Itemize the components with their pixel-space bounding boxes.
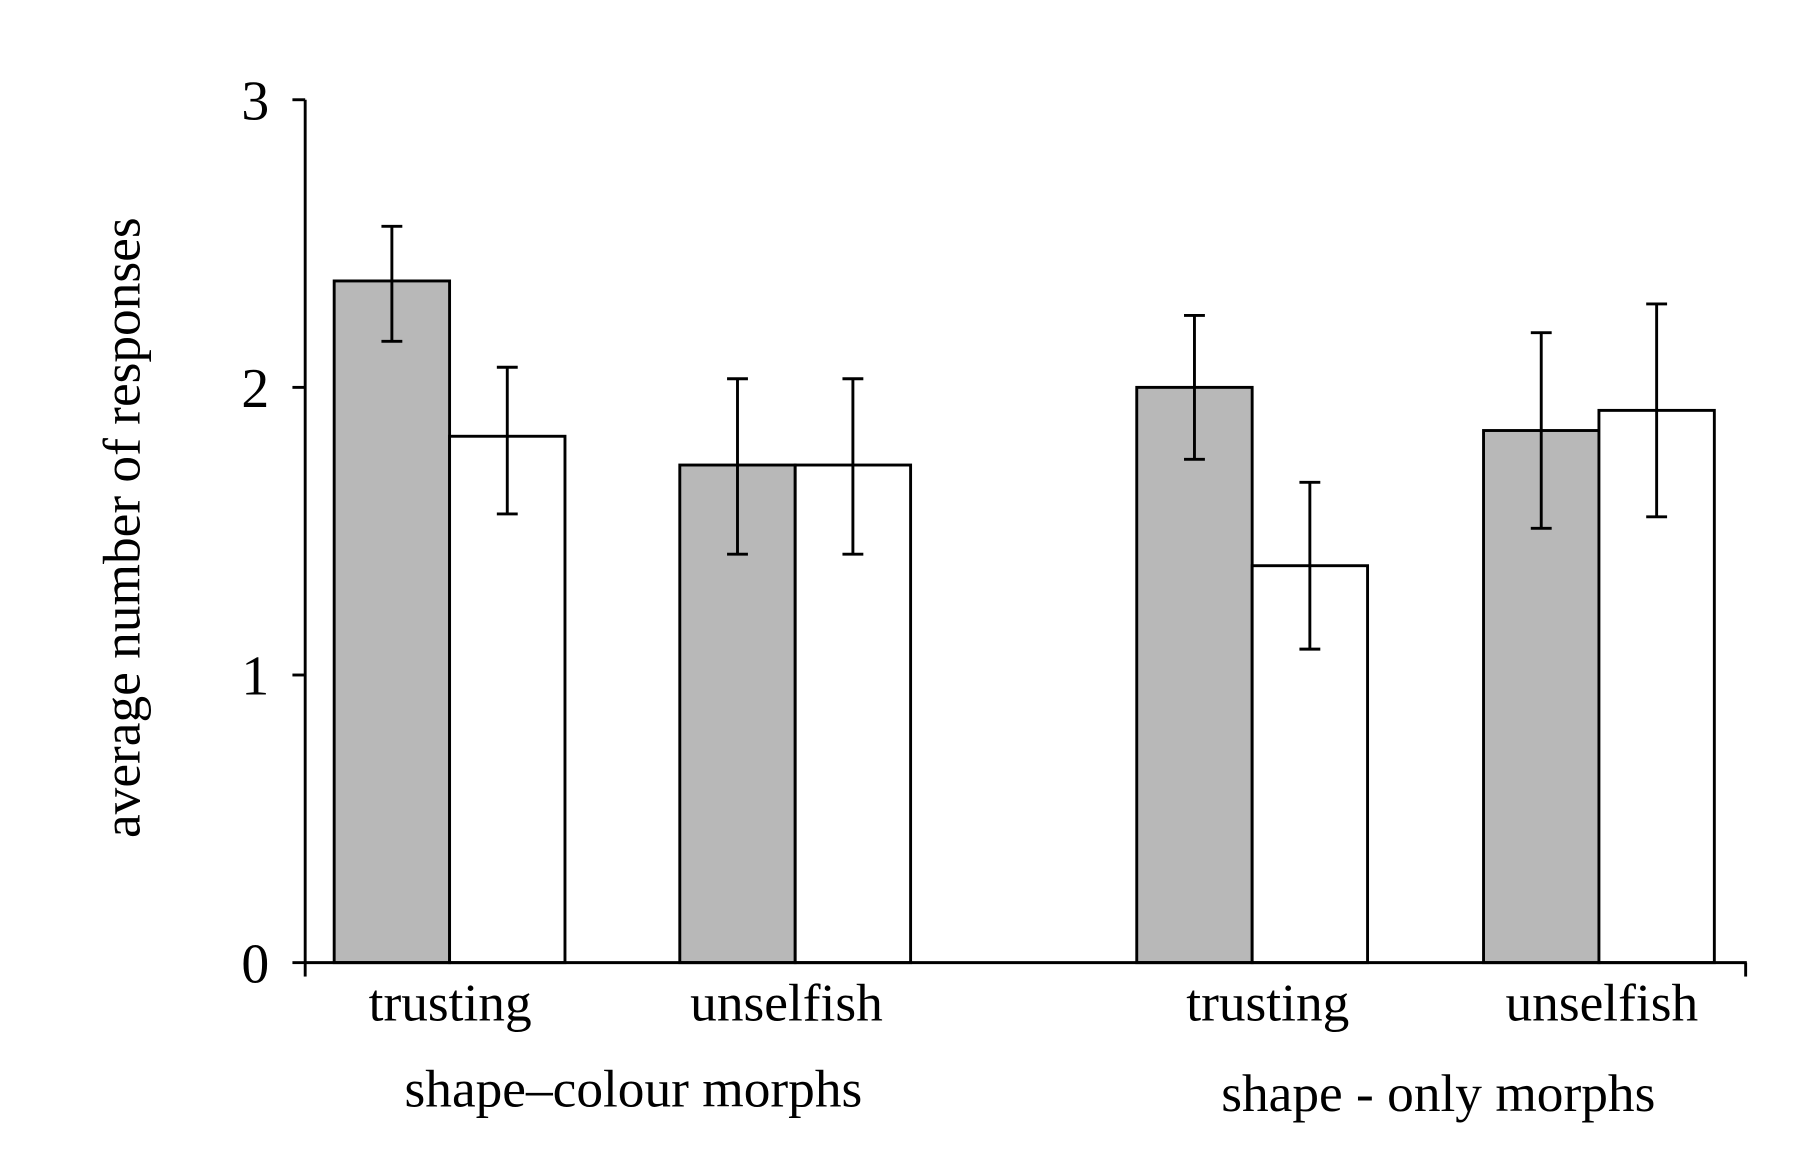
x-tick-label: trusting [1186,973,1349,1033]
group-label: shape - only morphs [1221,1063,1655,1123]
bar [1135,385,1254,965]
x-tick-label: unselfish [690,973,883,1033]
y-tick-label: 2 [241,358,269,420]
bar [332,279,452,965]
y-axis-label: average number of responses [91,217,151,838]
y-tick-label: 1 [241,646,269,708]
y-tick-label: 3 [241,70,269,132]
group-label: shape–colour morphs [405,1058,863,1118]
x-tick-label: unselfish [1506,973,1699,1033]
y-tick-label: 0 [241,933,269,995]
x-tick-label: trusting [369,973,532,1033]
